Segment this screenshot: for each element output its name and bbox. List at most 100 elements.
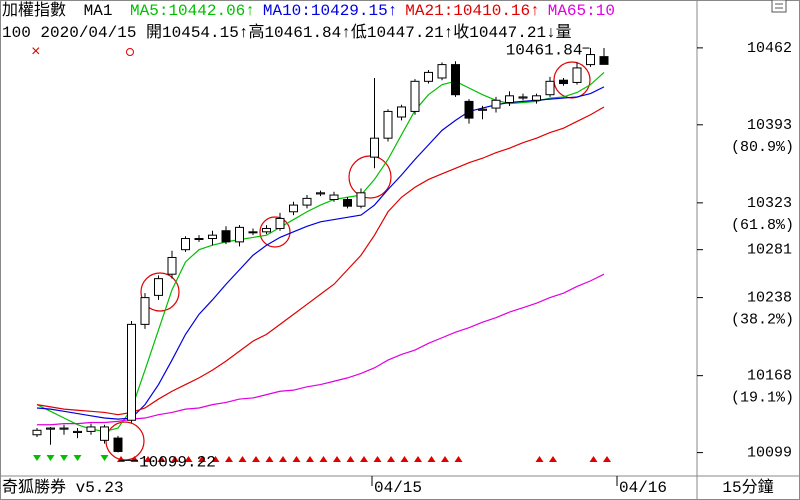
buy-signal [279, 456, 287, 462]
buy-signal [387, 456, 395, 462]
buy-signal [373, 456, 382, 462]
high-annotation: 10461.84 [506, 41, 583, 59]
candle-body [248, 231, 258, 234]
sell-signal [100, 455, 109, 461]
candle-body [370, 137, 379, 158]
buy-signal [171, 456, 179, 462]
y-tick-label: 10099 [747, 445, 792, 462]
header-title: 加權指數 [2, 1, 66, 20]
candle-body [100, 426, 109, 441]
candle-body [586, 54, 595, 66]
candle-body [491, 99, 501, 109]
legend-entry: MA10:10429.15↑ [263, 2, 397, 20]
y-tick-label: 10323 [747, 195, 792, 212]
y-tick-label: 10393 [747, 117, 792, 134]
candle-body [478, 108, 487, 111]
buy-signal [184, 456, 193, 462]
candle-body [275, 217, 285, 229]
y-tick-label: 10462 [747, 40, 792, 57]
buy-signal [211, 456, 220, 462]
buy-signal [292, 456, 301, 462]
header-quote: 100 2020/04/15 開10454.15↑高10461.84↑低1044… [2, 23, 572, 42]
candle-body [559, 79, 568, 85]
buy-signal [414, 456, 422, 462]
candle-body [545, 80, 555, 96]
candle-body [410, 80, 420, 112]
buy-signal [360, 456, 368, 462]
candle-body [73, 430, 82, 434]
y-tick-label: 10168 [747, 368, 792, 385]
buy-signal [427, 456, 436, 462]
pattern-circle [259, 216, 291, 248]
candle-body [451, 64, 460, 96]
candle-body [316, 192, 325, 195]
candle-body [437, 64, 447, 79]
signal-cross: × [31, 43, 41, 61]
fib-label: (61.8%) [731, 217, 794, 234]
candle-body [424, 71, 433, 82]
candle-body [154, 278, 163, 296]
candle-body [221, 230, 231, 243]
buy-signal [603, 456, 611, 462]
signal-circle [126, 48, 134, 56]
sell-signal [73, 455, 82, 461]
buy-signal [400, 456, 409, 462]
buy-signal [454, 456, 463, 462]
candle-body [167, 256, 177, 275]
candle-body [505, 95, 514, 104]
legend-entry: MA5:10442.06↑ [130, 2, 255, 20]
legend-entry: MA65:10 [548, 2, 615, 20]
period-label: 15分鐘 [722, 478, 773, 497]
candle-body [599, 56, 609, 65]
date-label: 04/15 [374, 479, 422, 497]
buy-signal [238, 456, 247, 462]
y-tick-label: 10238 [747, 290, 792, 307]
candle-body [46, 427, 55, 430]
fib-label: (38.2%) [731, 312, 794, 329]
window-button[interactable] [771, 0, 787, 13]
header-ma-label: MA1 [84, 2, 113, 20]
buy-signal [319, 456, 328, 462]
candle-body [235, 226, 244, 243]
sell-signal [60, 455, 68, 461]
buy-signal [157, 456, 166, 462]
candle-body [32, 429, 42, 436]
candle-body [140, 297, 150, 325]
candle-body [113, 437, 123, 452]
buy-signal [549, 456, 557, 462]
date-label: 04/16 [619, 479, 667, 497]
candle-body [383, 110, 393, 139]
candle-body [262, 227, 271, 233]
low-annotation: 10099.22 [139, 454, 216, 472]
pattern-circle [553, 61, 591, 99]
candle-body [464, 100, 474, 119]
pattern-circle [140, 272, 180, 312]
y-tick-label: 10281 [747, 242, 792, 259]
buy-signal [144, 456, 152, 462]
candle-body [518, 96, 528, 99]
candle-body [356, 192, 366, 207]
candle-body [302, 197, 312, 206]
buy-signal [306, 456, 314, 462]
buy-signal [265, 456, 274, 462]
candle-body [572, 67, 582, 83]
fib-label: (80.9%) [731, 139, 794, 156]
buy-signal [589, 456, 598, 462]
candle-body [127, 323, 136, 421]
buy-signal [441, 456, 449, 462]
header-legend: 加權指數 MA1 MA5:10442.06↑ MA10:10429.15↑ MA21… [2, 1, 615, 20]
candle-body [329, 194, 339, 201]
buy-signal [198, 456, 206, 462]
candle-body [532, 95, 541, 101]
buy-signal [535, 456, 544, 462]
candle-body [59, 427, 69, 430]
candle-body [86, 426, 96, 432]
candle-body [181, 238, 190, 251]
buy-signal [225, 456, 233, 462]
candle-body [289, 204, 298, 213]
app-name: 奇狐勝券 v5.23 [2, 478, 124, 497]
candle-body [208, 234, 217, 240]
candle-body [343, 199, 352, 207]
